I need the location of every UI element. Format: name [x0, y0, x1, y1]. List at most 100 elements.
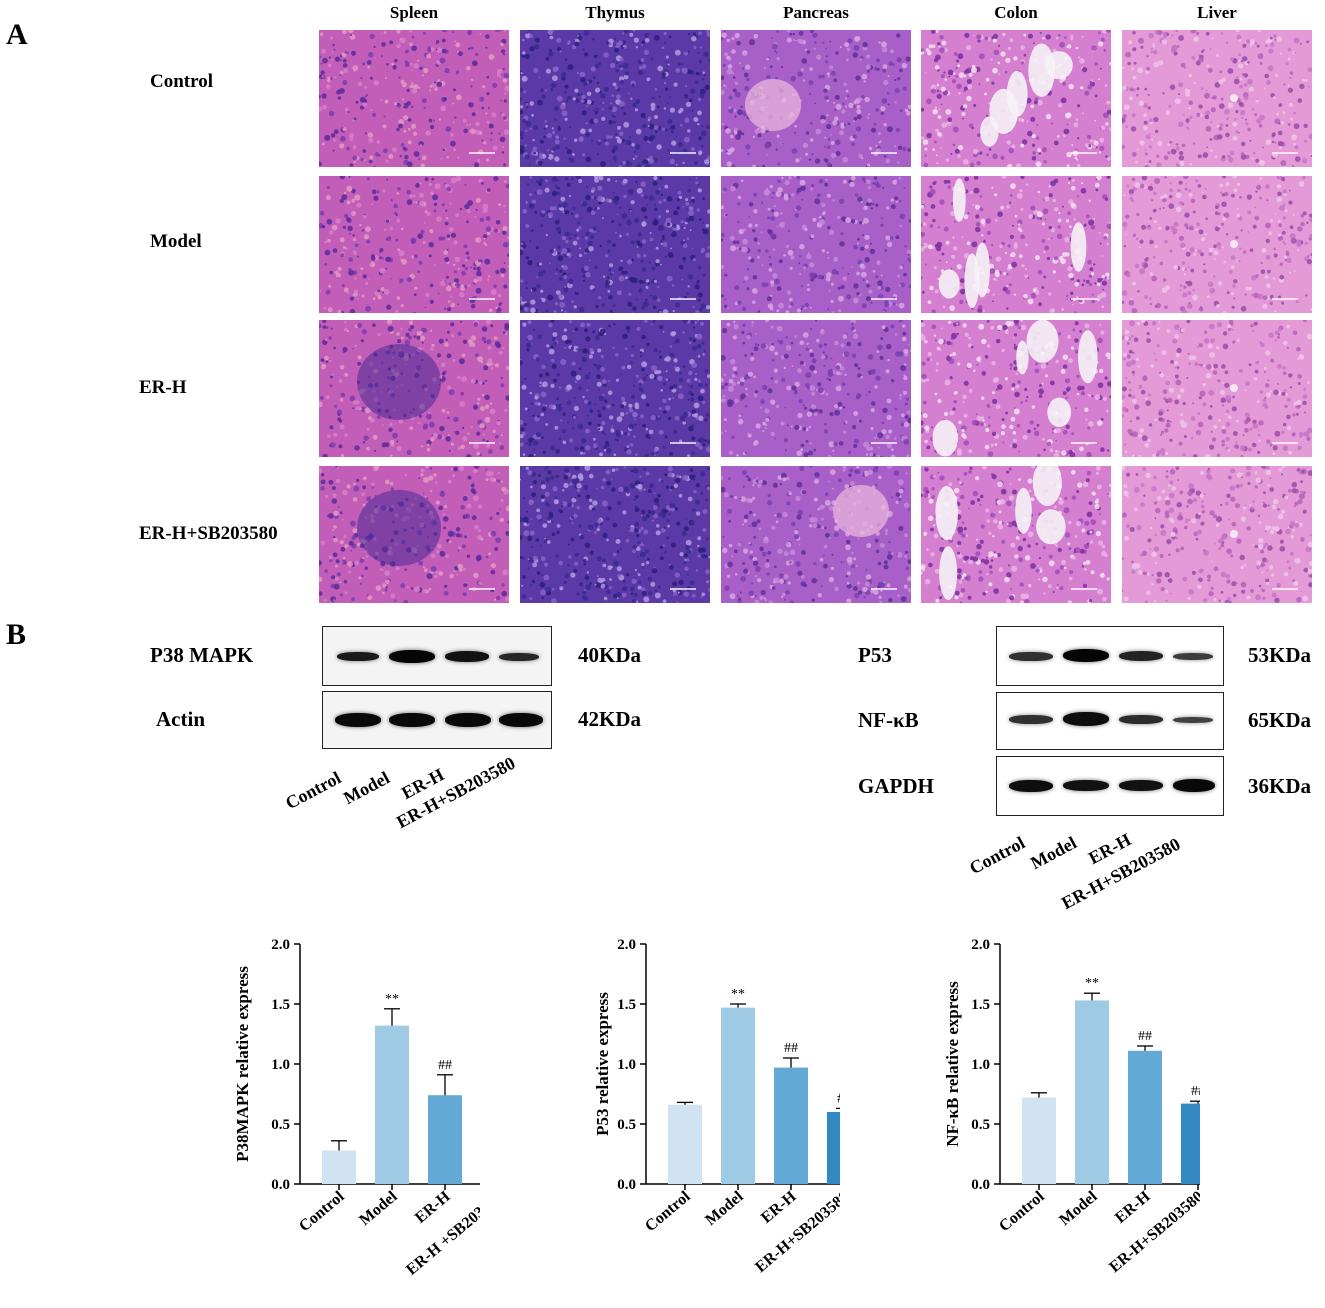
- significance-marker: ##: [1138, 1029, 1152, 1044]
- bar-control: [668, 1104, 702, 1184]
- x-tick-label: Model: [702, 1188, 747, 1229]
- bar-er-h: [774, 1067, 808, 1184]
- x-tick-label: ER-H: [758, 1188, 800, 1227]
- histology-image-spleen: [319, 30, 509, 167]
- p38mapk-bar-chart: 0.0 0.5 1.0 1.5 2.0 P38MAPK relative express C…: [233, 937, 480, 1279]
- y-tick-label: 2.0: [617, 937, 636, 953]
- bar-model: [721, 1007, 755, 1184]
- band: [1119, 780, 1163, 791]
- band: [1063, 649, 1109, 662]
- band: [1009, 715, 1053, 724]
- x-tick-label: Control: [996, 1188, 1048, 1235]
- band: [445, 651, 489, 662]
- panel-b-letter: B: [6, 618, 27, 651]
- row-label-control: Control: [150, 71, 213, 92]
- significance-marker: ##: [784, 1041, 798, 1056]
- blot-label-p38-mapk: P38 MAPK: [150, 643, 254, 667]
- band: [1063, 712, 1109, 726]
- column-title-colon: Colon: [994, 3, 1038, 22]
- x-tick-label: Model: [1056, 1188, 1101, 1229]
- band: [1009, 780, 1053, 792]
- significance-marker: ##: [438, 1058, 452, 1073]
- histology-image-liver: [1122, 176, 1312, 313]
- y-tick-label: 1.0: [971, 1057, 990, 1073]
- y-axis-label: P38MAPK relative express: [233, 966, 252, 1162]
- histology-image-colon: [921, 320, 1111, 457]
- y-tick-label: 1.5: [271, 997, 290, 1013]
- column-title-spleen: Spleen: [389, 3, 439, 22]
- y-tick-label: 0.5: [271, 1117, 290, 1133]
- blot-strip-p38-mapk: [322, 626, 552, 686]
- y-tick-label: 0.0: [971, 1177, 990, 1193]
- histology-image-liver: [1122, 466, 1312, 603]
- bar-er-h: [428, 1095, 462, 1184]
- y-tick-label: 1.0: [271, 1057, 290, 1073]
- histology-image-colon: [921, 176, 1111, 313]
- blot-label-actin: Actin: [156, 707, 205, 731]
- histology-image-pancreas: [721, 176, 911, 313]
- band: [389, 650, 435, 663]
- x-tick-label: Control: [296, 1188, 348, 1235]
- x-tick-label: ER-H: [412, 1188, 454, 1227]
- y-tick-label: 0.5: [617, 1117, 636, 1133]
- lane-label-control: Control: [966, 832, 1029, 879]
- histology-image-thymus: [520, 176, 710, 313]
- band: [445, 713, 491, 727]
- blot-strip-p53: [996, 626, 1224, 686]
- bar-model: [375, 1025, 409, 1184]
- column-title-pancreas: Pancreas: [783, 3, 849, 22]
- x-tick-label: Control: [642, 1188, 694, 1235]
- x-tick-label: ER-H: [1112, 1188, 1154, 1227]
- y-tick-label: 1.0: [617, 1057, 636, 1073]
- significance-marker: ##: [837, 1091, 840, 1106]
- significance-marker: **: [385, 992, 399, 1007]
- band: [389, 713, 435, 727]
- bar-control: [322, 1150, 356, 1184]
- lane-label-model: Model: [340, 767, 393, 809]
- y-axis-label: P53 relative express: [593, 992, 612, 1136]
- y-tick-label: 2.0: [971, 937, 990, 953]
- nfkb-bar-chart: 0.0 0.5 1.0 1.5 2.0 NF-κB relative express Con…: [943, 937, 1200, 1276]
- histology-image-thymus: [520, 466, 710, 603]
- significance-marker: ##: [1191, 1084, 1200, 1099]
- band: [1063, 780, 1109, 791]
- blot-label-p53: P53: [858, 643, 892, 667]
- bar-model: [1075, 1000, 1109, 1184]
- blot-strip-nf-kb: [996, 692, 1224, 750]
- x-tick-label: Model: [356, 1188, 401, 1229]
- band: [335, 713, 381, 727]
- histology-image-pancreas: [721, 30, 911, 167]
- histology-image-spleen: [319, 320, 509, 457]
- significance-marker: **: [731, 987, 745, 1002]
- histology-image-spleen: [319, 466, 509, 603]
- histology-image-pancreas: [721, 466, 911, 603]
- column-title-thymus: Thymus: [585, 3, 645, 22]
- lane-label-control: Control: [282, 767, 345, 814]
- bar-er-h-sb203580: [827, 1112, 840, 1184]
- band: [1119, 651, 1163, 661]
- histology-image-thymus: [520, 320, 710, 457]
- band: [499, 653, 539, 661]
- histology-image-colon: [921, 30, 1111, 167]
- band: [1173, 779, 1215, 792]
- row-label-er-h-sb203580: ER-H+SB203580: [139, 523, 278, 544]
- band: [1173, 653, 1213, 660]
- y-tick-label: 0.0: [617, 1177, 636, 1193]
- y-tick-label: 0.0: [271, 1177, 290, 1193]
- panel-a-letter: A: [6, 18, 28, 51]
- band: [1009, 652, 1053, 661]
- row-label-er-h: ER-H: [139, 377, 187, 398]
- histology-image-spleen: [319, 176, 509, 313]
- histology-image-thymus: [520, 30, 710, 167]
- bar-er-h: [1128, 1050, 1162, 1184]
- kda-label-p53: 53KDa: [1248, 643, 1311, 667]
- blot-strip-gapdh: [996, 756, 1224, 816]
- bar-control: [1022, 1097, 1056, 1184]
- blot-label-gapdh: GAPDH: [858, 774, 934, 798]
- kda-label-gapdh: 36KDa: [1248, 774, 1311, 798]
- histology-image-pancreas: [721, 320, 911, 457]
- band: [337, 652, 379, 661]
- histology-image-colon: [921, 466, 1111, 603]
- y-tick-label: 1.5: [617, 997, 636, 1013]
- column-title-liver: Liver: [1197, 3, 1237, 22]
